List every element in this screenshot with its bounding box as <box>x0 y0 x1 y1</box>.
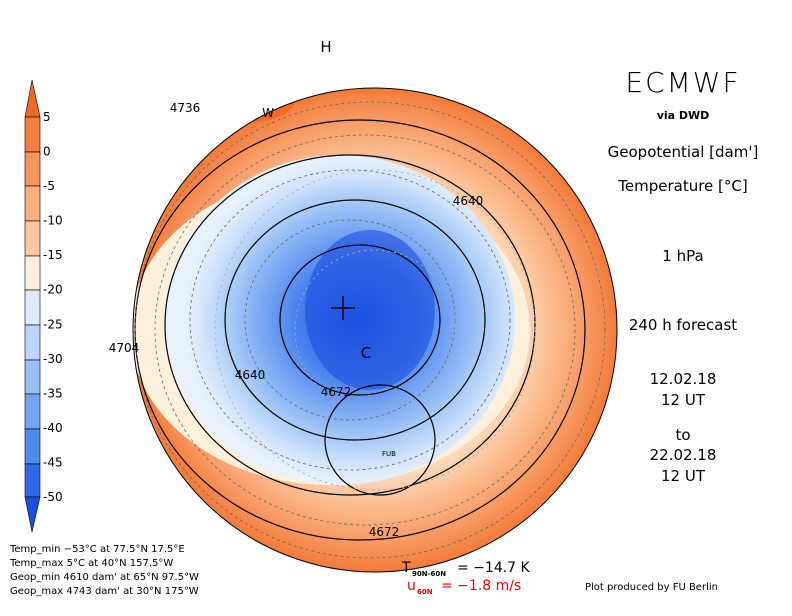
map-label: 4640 <box>453 194 484 208</box>
t-value: = −14.7 K <box>457 560 531 576</box>
colorbar-label: -15 <box>43 248 63 262</box>
stat: Geop_max 4743 dam' at 30°N 175°W <box>10 586 199 597</box>
colorbar-label: -50 <box>43 490 63 504</box>
colorbar <box>24 79 41 533</box>
forecast: 240 h forecast <box>629 316 737 334</box>
level: 1 hPa <box>662 247 703 265</box>
map-label: FUB <box>382 450 396 458</box>
colorbar-label: -20 <box>43 283 63 297</box>
colorbar-ticks: 5 0 -5 -10 -15 -20 -25 -30 -35 -40 -45 -50 <box>43 110 63 504</box>
map-label: 4704 <box>109 341 140 355</box>
credit: Plot produced by FU Berlin <box>585 582 718 593</box>
u-symbol: u <box>407 578 416 594</box>
colorbar-label: -35 <box>43 386 63 400</box>
colorbar-label: -30 <box>43 352 63 366</box>
pole-marker <box>331 296 355 320</box>
map-label: 4672 <box>321 385 352 399</box>
map-border <box>132 87 618 573</box>
u-sub: 60N <box>417 588 433 596</box>
header: ECMWF via DWD Geopotential [dam'] Temper… <box>608 66 759 485</box>
u-value: = −1.8 m/s <box>441 578 521 594</box>
date: 22.02.18 <box>650 446 717 464</box>
t-symbol: T <box>401 560 411 576</box>
map-label: H <box>320 38 331 56</box>
source: via DWD <box>657 109 710 122</box>
map-label: 4736 <box>170 101 201 115</box>
means: T 90N-60N = −14.7 K u 60N = −1.8 m/s <box>401 560 531 596</box>
stat: Temp_max 5°C at 40°N 157.5°W <box>9 558 173 569</box>
stat: Geop_min 4610 dam' at 65°N 97.5°W <box>10 572 199 583</box>
warm-spot <box>205 88 295 122</box>
label-bg <box>166 100 204 115</box>
isotherms <box>134 101 606 559</box>
time: 12 UT <box>661 391 706 409</box>
map <box>133 88 617 572</box>
time: 12 UT <box>661 467 706 485</box>
stats: Temp_min −53°C at 77.5°N 17.5°E Temp_max… <box>9 544 199 597</box>
t-sub: 90N-60N <box>412 570 446 578</box>
vortex-core <box>305 230 435 390</box>
to: to <box>675 426 690 444</box>
map-label: W <box>262 106 274 120</box>
colorbar-label: 0 <box>43 145 51 159</box>
field: Geopotential [dam'] <box>608 143 759 161</box>
colorbar-label: -45 <box>43 455 63 469</box>
colorbar-label: -25 <box>43 317 63 331</box>
map-label: 4672 <box>369 525 400 539</box>
map-label: 4640 <box>235 368 266 382</box>
colorbar-label: 5 <box>43 110 51 124</box>
map-label: C <box>361 344 371 362</box>
colorbar-label: -10 <box>43 214 63 228</box>
date: 12.02.18 <box>650 370 717 388</box>
graticule <box>214 169 536 491</box>
field: Temperature [°C] <box>617 177 747 195</box>
colorbar-label: -40 <box>43 421 63 435</box>
colorbar-label: -5 <box>43 179 55 193</box>
stat: Temp_min −53°C at 77.5°N 17.5°E <box>9 544 185 555</box>
title: ECMWF <box>625 66 740 99</box>
